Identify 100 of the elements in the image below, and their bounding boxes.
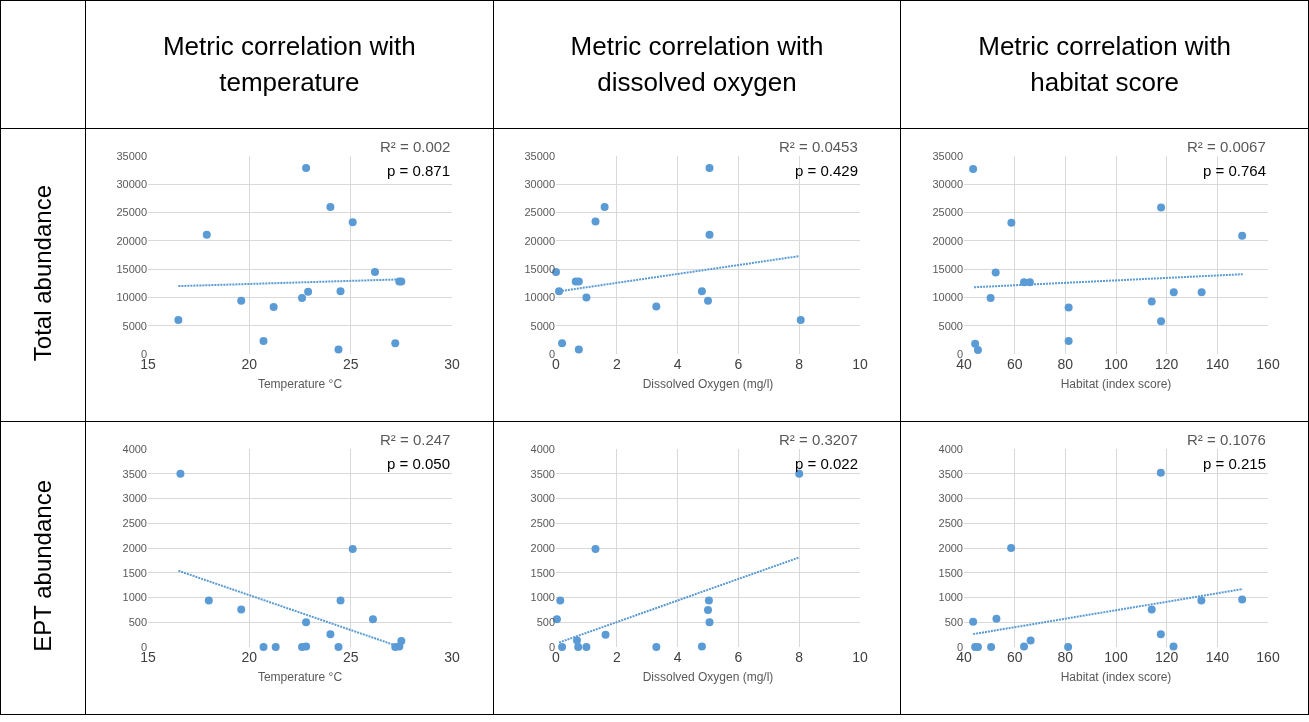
y-tick-label: 25000	[524, 206, 555, 219]
annotation: p = 0.764	[1202, 162, 1266, 179]
y-tick-label: 20000	[524, 234, 555, 247]
x-tick-label: 30	[444, 356, 461, 372]
x-tick-label: 6	[734, 356, 743, 372]
y-tick-label: 15000	[932, 262, 963, 275]
text: R² = 0.0067	[1186, 138, 1266, 155]
y-tick-label: 4000	[530, 442, 555, 455]
chart-title: Metric correlation with dissolved oxygen	[569, 30, 825, 99]
x-tick-label: 2	[612, 649, 621, 665]
x-tick-label: 30	[444, 649, 461, 665]
x-tick-label: 8	[795, 356, 804, 372]
y-tick-label: 15000	[524, 262, 555, 275]
x-axis-title: Dissolved Oxygen (mg/l)	[642, 669, 774, 684]
y-tick-label: 2500	[530, 517, 555, 530]
y-tick-label: 0	[141, 640, 148, 653]
y-tick-label: 1000	[938, 591, 963, 604]
chart-title: Metric correlation with habitat score	[977, 30, 1233, 99]
x-tick-label: 60	[1006, 649, 1023, 665]
x-tick-label: 160	[1255, 649, 1280, 665]
x-tick-label: 25	[343, 356, 359, 372]
x-tick-label: 8	[795, 649, 804, 665]
x-tick-label: 20	[241, 356, 258, 372]
y-tick-label: 3000	[938, 492, 963, 505]
y-tick-label: 2500	[938, 517, 963, 530]
y-tick-label: 0	[956, 347, 963, 360]
y-tick-label: 500	[128, 616, 148, 629]
annotation: p = 0.215	[1202, 455, 1266, 472]
y-tick-label: 15000	[116, 262, 148, 275]
x-tick-label: 120	[1154, 649, 1179, 665]
x-tick-label: 4	[673, 649, 682, 665]
y-tick-label: 3500	[122, 467, 148, 480]
y-tick-label: 0	[548, 347, 555, 360]
y-tick-label: 25000	[932, 206, 963, 219]
x-tick-label: 100	[1103, 649, 1128, 665]
x-tick-label: 140	[1205, 649, 1229, 665]
y-tick-label: 1500	[122, 566, 148, 579]
y-tick-label: 2000	[122, 541, 148, 554]
y-tick-label: 0	[141, 347, 148, 360]
y-tick-label: 5000	[122, 319, 148, 332]
x-axis-title: Temperature °C	[258, 669, 343, 684]
y-tick-label: 20000	[932, 234, 963, 247]
y-tick-label: 35000	[116, 149, 148, 162]
y-tick-label: 2000	[938, 541, 963, 554]
annotation: p = 0.429	[794, 162, 858, 179]
y-tick-label: 35000	[932, 149, 963, 162]
y-tick-label: 3500	[938, 467, 963, 480]
chart-title: Metric correlation with temperature	[161, 30, 417, 99]
y-tick-label: 4000	[938, 442, 963, 455]
y-tick-label: 0	[956, 640, 963, 653]
y-tick-label: 0	[548, 640, 555, 653]
annotation: p = 0.050	[387, 455, 451, 472]
y-tick-label: 30000	[524, 178, 555, 191]
x-tick-label: 100	[1103, 356, 1128, 372]
text: R² = 0.002	[380, 138, 451, 155]
y-tick-label: 500	[536, 616, 555, 629]
y-tick-label: 25000	[116, 206, 148, 219]
y-tick-label: 10000	[524, 291, 555, 304]
y-tick-label: 5000	[530, 319, 555, 332]
annotation: p = 0.022	[794, 455, 858, 472]
x-axis-title: Habitat (index score)	[1060, 669, 1172, 684]
x-tick-label: 6	[734, 649, 743, 665]
x-tick-label: 120	[1154, 356, 1179, 372]
x-tick-label: 4	[673, 356, 682, 372]
text: R² = 0.0453	[778, 138, 858, 155]
y-tick-label: 10000	[116, 291, 148, 304]
y-tick-label: 2500	[122, 517, 148, 530]
y-tick-label: 30000	[116, 178, 148, 191]
y-tick-label: 5000	[938, 319, 963, 332]
text: R² = 0.3207	[778, 431, 858, 448]
x-tick-label: 25	[343, 649, 359, 665]
y-tick-label: 4000	[122, 442, 148, 455]
y-tick-label: 1000	[122, 591, 148, 604]
x-tick-label: 80	[1057, 356, 1073, 372]
y-tick-label: 1500	[938, 566, 963, 579]
y-axis-title: EPT abundance	[29, 480, 57, 652]
y-tick-label: 1500	[530, 566, 555, 579]
y-tick-label: 3000	[122, 492, 148, 505]
text: R² = 0.247	[380, 431, 451, 448]
y-axis-title: Total abundance	[29, 184, 57, 362]
x-axis-title: Temperature °C	[258, 376, 343, 391]
annotation: p = 0.871	[387, 162, 451, 179]
x-tick-label: 2	[612, 356, 621, 372]
y-tick-label: 500	[944, 616, 963, 629]
x-tick-label: 10	[852, 356, 868, 372]
x-tick-label: 80	[1057, 649, 1073, 665]
x-axis-title: Habitat (index score)	[1060, 376, 1172, 391]
y-tick-label: 35000	[524, 149, 555, 162]
text: R² = 0.1076	[1186, 431, 1266, 448]
y-tick-label: 3500	[530, 467, 555, 480]
y-tick-label: 3000	[530, 492, 555, 505]
x-tick-label: 160	[1255, 356, 1280, 372]
x-axis-title: Dissolved Oxygen (mg/l)	[642, 376, 774, 391]
y-tick-label: 10000	[932, 291, 963, 304]
x-tick-label: 60	[1006, 356, 1023, 372]
x-tick-label: 140	[1205, 356, 1229, 372]
x-tick-label: 10	[852, 649, 868, 665]
y-tick-label: 30000	[932, 178, 963, 191]
y-tick-label: 2000	[530, 541, 555, 554]
x-tick-label: 20	[241, 649, 258, 665]
